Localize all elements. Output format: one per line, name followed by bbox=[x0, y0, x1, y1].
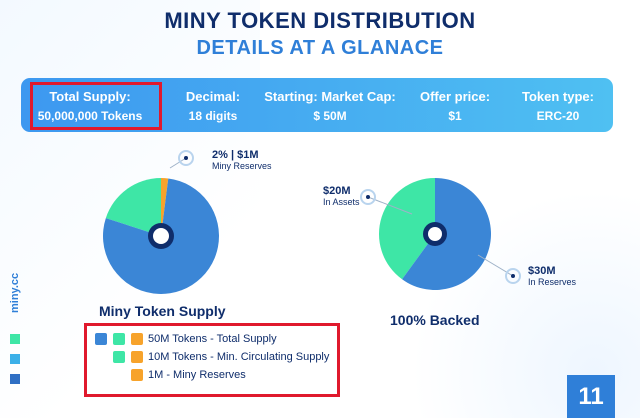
callout-line-reserves bbox=[169, 157, 187, 169]
side-square-green bbox=[10, 334, 20, 344]
callout-dot-reserves bbox=[178, 150, 194, 166]
side-square-cyan bbox=[10, 354, 20, 364]
left-pie-slice-1 bbox=[161, 178, 169, 236]
callout-dot-assets bbox=[360, 189, 376, 205]
right-pie-center-hole bbox=[428, 227, 442, 241]
stat-label: Token type: bbox=[522, 89, 594, 104]
right-pie-chart bbox=[378, 178, 491, 290]
stat-value: $1 bbox=[448, 109, 462, 123]
page-number-badge: 11 bbox=[567, 375, 615, 418]
callout-dot-in-reserves bbox=[505, 268, 521, 284]
left-pie-center-hole bbox=[153, 228, 169, 244]
side-square-blue bbox=[10, 374, 20, 384]
left-pie-slice-0 bbox=[105, 178, 161, 236]
legend-text: 1M - Miny Reserves bbox=[148, 369, 246, 381]
stats-banner: Total Supply: 50,000,000 Tokens Decimal:… bbox=[21, 78, 613, 132]
stat-label: Total Supply: bbox=[49, 89, 131, 104]
callout-dot-reserves-center bbox=[184, 156, 188, 160]
callout-dot-in-reserves-center bbox=[511, 274, 515, 278]
total-supply-highlight bbox=[30, 82, 162, 130]
stat-total-supply: Total Supply: 50,000,000 Tokens bbox=[31, 78, 149, 132]
stat-label: Offer price: bbox=[419, 89, 491, 104]
right-chart-caption: 100% Backed bbox=[390, 312, 480, 328]
callout-label: Miny Reserves bbox=[212, 161, 272, 171]
left-chart-caption: Miny Token Supply bbox=[99, 303, 226, 319]
legend-text: 50M Tokens - Total Supply bbox=[148, 333, 277, 345]
stat-market-cap: Starting: Market Cap: $ 50M bbox=[255, 78, 405, 132]
legend-swatch-blue bbox=[95, 333, 107, 345]
right-pie-slice-0 bbox=[378, 178, 435, 280]
legend-swatch-orange bbox=[131, 369, 143, 381]
callout-value: 2% | $1M bbox=[212, 149, 259, 161]
stat-token-type: Token type: ERC-20 bbox=[505, 78, 611, 132]
page-subtitle: DETAILS AT A GLANACE bbox=[196, 37, 444, 59]
callout-in-reserves: $30M In Reserves bbox=[528, 266, 576, 288]
stat-label: Starting: Market Cap: bbox=[264, 89, 396, 104]
legend-swatch-orange bbox=[131, 333, 143, 345]
callout-label: In Reserves bbox=[528, 277, 577, 287]
stat-value: 18 digits bbox=[188, 109, 238, 123]
legend-swatch-green bbox=[113, 351, 125, 363]
callout-value: $30M bbox=[528, 265, 556, 277]
callout-lines bbox=[169, 150, 521, 284]
legend-swatch-orange bbox=[131, 351, 143, 363]
legend-swatch-green bbox=[113, 333, 125, 345]
left-pie-chart bbox=[102, 178, 219, 295]
callout-dot-assets-center bbox=[366, 195, 370, 199]
callout-label: In Assets bbox=[323, 197, 360, 207]
callout-miny-reserves: 2% | $1M Miny Reserves bbox=[212, 150, 272, 172]
stat-value: 50,000,000 Tokens bbox=[37, 109, 143, 123]
stat-offer-price: Offer price: $1 bbox=[405, 78, 505, 132]
stat-label: Decimal: bbox=[185, 89, 241, 104]
stat-decimal: Decimal: 18 digits bbox=[171, 78, 255, 132]
stat-value: ERC-20 bbox=[536, 109, 580, 123]
stat-value: $ 50M bbox=[313, 109, 347, 123]
callout-value: $20M bbox=[323, 185, 351, 197]
page-title: MINY TOKEN DISTRIBUTION bbox=[164, 8, 476, 33]
callout-in-assets: $20M In Assets bbox=[323, 186, 360, 208]
legend-text: 10M Tokens - Min. Circulating Supply bbox=[148, 351, 330, 363]
legend: 50M Tokens - Total Supply 10M Tokens - M… bbox=[84, 323, 340, 397]
